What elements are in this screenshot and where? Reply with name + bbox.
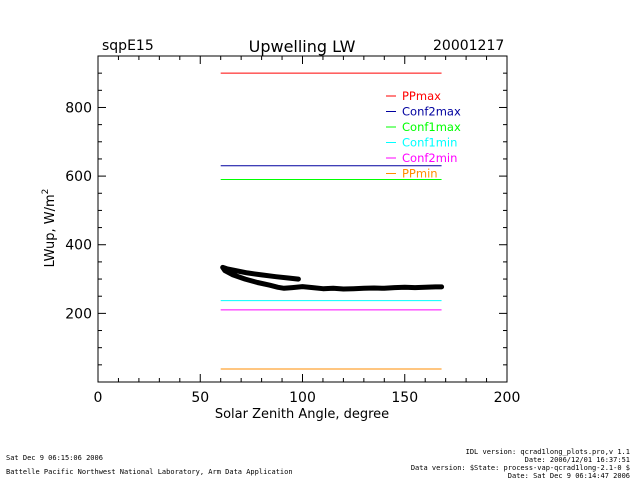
y-tick-label: 400 bbox=[65, 238, 92, 254]
x-tick-label: 50 bbox=[191, 390, 209, 406]
legend-label-conf1min: Conf1min bbox=[402, 136, 457, 150]
chart-title: Upwelling LW bbox=[249, 37, 356, 56]
y-axis-label: LWup, W/m2 bbox=[41, 189, 58, 268]
legend-label-ppmax: PPmax bbox=[402, 89, 441, 103]
legend-label-conf2min: Conf2min bbox=[402, 151, 457, 165]
x-tick-label: 150 bbox=[391, 390, 418, 406]
date-label: 20001217 bbox=[433, 38, 505, 54]
y-tick-label: 200 bbox=[65, 306, 92, 322]
series-line-lwup bbox=[220, 264, 445, 292]
y-axis-label-superscript: 2 bbox=[41, 189, 51, 195]
x-tick-label: 0 bbox=[94, 390, 103, 406]
footer-org: Battelle Pacific Northwest National Labo… bbox=[6, 468, 293, 476]
y-axis-label-base: LWup, W/m bbox=[43, 194, 58, 267]
footer-info-1: IDL version: qcrad1long_plots.pro,v 1.1 bbox=[465, 448, 630, 456]
site-label: sqpE15 bbox=[102, 38, 154, 54]
footer-info-4: Date: Sat Dec 9 06:14:47 2006 bbox=[507, 472, 630, 480]
legend-label-ppmin: PPmin bbox=[402, 167, 438, 181]
footer-info-2: Date: 2006/12/01 16:37:51 bbox=[524, 456, 630, 464]
x-tick-label: 100 bbox=[289, 390, 316, 406]
x-axis-label: Solar Zenith Angle, degree bbox=[215, 407, 389, 422]
x-tick-label: 200 bbox=[494, 390, 521, 406]
y-tick-label: 800 bbox=[65, 100, 92, 116]
footer-date: Sat Dec 9 06:15:06 2006 bbox=[6, 454, 103, 462]
legend-label-conf1max: Conf1max bbox=[402, 120, 461, 134]
y-tick-label: 600 bbox=[65, 169, 92, 185]
footer-info-3: Data version: $State: process-vap-qcrad1… bbox=[410, 464, 630, 472]
legend-label-conf2max: Conf2max bbox=[402, 105, 461, 119]
